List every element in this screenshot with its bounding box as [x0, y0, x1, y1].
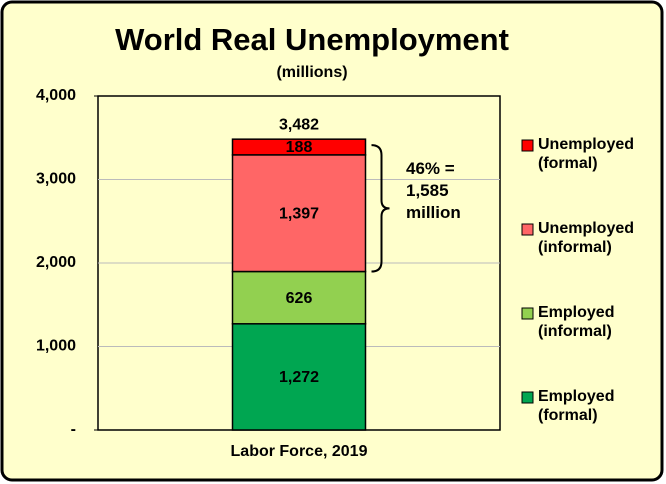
data-label: 188 — [286, 139, 313, 156]
chart-title: World Real Unemployment — [115, 22, 509, 57]
legend-swatch — [521, 223, 534, 236]
data-label: 1,397 — [279, 205, 319, 222]
bracket — [371, 144, 390, 273]
y-tick-label: 1,000 — [36, 338, 76, 355]
bar-segment — [231, 154, 367, 273]
annotation: 46% = 1,585 million — [406, 159, 461, 222]
data-label: 1,272 — [279, 369, 319, 386]
legend-swatch — [521, 391, 534, 404]
y-tick-label: 2,000 — [36, 254, 76, 271]
legend-swatch — [521, 307, 534, 320]
chart-subtitle: (millions) — [276, 64, 347, 81]
bar-segment — [231, 270, 367, 325]
y-tick-label: 4,000 — [36, 87, 76, 104]
x-tick-label: Labor Force, 2019 — [231, 443, 368, 460]
bar-segment — [231, 323, 367, 431]
legend-swatch — [521, 139, 534, 152]
total-label: 3,482 — [279, 116, 319, 133]
y-tick-label: - — [71, 421, 76, 438]
legend-label: Unemployed (formal) — [538, 136, 635, 172]
bar-segment — [231, 138, 367, 156]
legend-label: Employed (formal) — [538, 388, 615, 424]
y-tick-label: 3,000 — [36, 171, 76, 188]
legend-label: Unemployed (informal) — [538, 220, 635, 256]
data-label: 626 — [286, 290, 313, 307]
legend-label: Employed (informal) — [538, 304, 615, 340]
